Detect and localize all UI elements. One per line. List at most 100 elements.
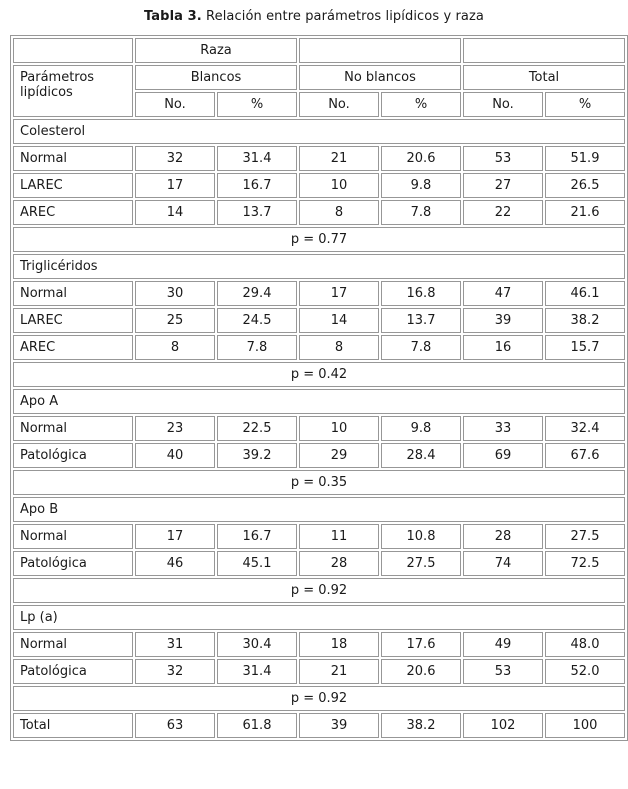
value-cell: 28.4 <box>381 443 461 468</box>
p-value-cell: p = 0.42 <box>13 362 625 387</box>
data-row: LAREC 25 24.5 14 13.7 39 38.2 <box>13 308 625 333</box>
value-cell: 13.7 <box>217 200 297 225</box>
value-cell: 26.5 <box>545 173 625 198</box>
total-value-cell: 39 <box>299 713 379 738</box>
value-cell: 46.1 <box>545 281 625 306</box>
table-title-number: Tabla 3. <box>144 9 202 24</box>
empty-header-cell <box>13 38 133 63</box>
value-cell: 16.7 <box>217 524 297 549</box>
page: Tabla 3. Relación entre parámetros lipíd… <box>10 9 628 741</box>
value-cell: 31 <box>135 632 215 657</box>
value-cell: 7.8 <box>381 200 461 225</box>
value-cell: 32 <box>135 659 215 684</box>
value-cell: 53 <box>463 659 543 684</box>
row-label-cell: AREC <box>13 335 133 360</box>
value-cell: 7.8 <box>217 335 297 360</box>
data-row: LAREC 17 16.7 10 9.8 27 26.5 <box>13 173 625 198</box>
p-value-cell: p = 0.35 <box>13 470 625 495</box>
table-title-text: Relación entre parámetros lipídicos y ra… <box>201 9 484 24</box>
value-cell: 74 <box>463 551 543 576</box>
value-cell: 14 <box>299 308 379 333</box>
value-cell: 20.6 <box>381 659 461 684</box>
total-label-cell: Total <box>13 713 133 738</box>
value-cell: 17 <box>299 281 379 306</box>
section-name-cell: Colesterol <box>13 119 625 144</box>
group-header-blancos: Blancos <box>135 65 297 90</box>
row-label-cell: Normal <box>13 524 133 549</box>
value-cell: 27 <box>463 173 543 198</box>
data-row: AREC 8 7.8 8 7.8 16 15.7 <box>13 335 625 360</box>
p-value-cell: p = 0.92 <box>13 686 625 711</box>
empty-header-cell <box>299 38 461 63</box>
section-name-cell: Apo A <box>13 389 625 414</box>
row-label-cell: AREC <box>13 200 133 225</box>
header-row-groups: Parámetros lipídicos Blancos No blancos … <box>13 65 625 117</box>
value-cell: 17 <box>135 173 215 198</box>
data-row: Normal 23 22.5 10 9.8 33 32.4 <box>13 416 625 441</box>
value-cell: 69 <box>463 443 543 468</box>
value-cell: 39.2 <box>217 443 297 468</box>
value-cell: 47 <box>463 281 543 306</box>
p-value-row: p = 0.92 <box>13 578 625 603</box>
data-row: Normal 31 30.4 18 17.6 49 48.0 <box>13 632 625 657</box>
value-cell: 52.0 <box>545 659 625 684</box>
value-cell: 14 <box>135 200 215 225</box>
value-cell: 39 <box>463 308 543 333</box>
value-cell: 30.4 <box>217 632 297 657</box>
subheader-cell: % <box>217 92 297 117</box>
row-label-cell: LAREC <box>13 308 133 333</box>
value-cell: 45.1 <box>217 551 297 576</box>
row-label-cell: Patológica <box>13 443 133 468</box>
value-cell: 27.5 <box>545 524 625 549</box>
value-cell: 49 <box>463 632 543 657</box>
value-cell: 28 <box>299 551 379 576</box>
subheader-cell: % <box>381 92 461 117</box>
empty-header-cell <box>463 38 625 63</box>
value-cell: 8 <box>299 200 379 225</box>
row-label-cell: Patológica <box>13 659 133 684</box>
value-cell: 23 <box>135 416 215 441</box>
total-row: Total 63 61.8 39 38.2 102 100 <box>13 713 625 738</box>
header-row-raza: Raza <box>13 38 625 63</box>
subheader-cell: No. <box>135 92 215 117</box>
value-cell: 21 <box>299 146 379 171</box>
data-row: Normal 32 31.4 21 20.6 53 51.9 <box>13 146 625 171</box>
value-cell: 20.6 <box>381 146 461 171</box>
value-cell: 17 <box>135 524 215 549</box>
total-value-cell: 63 <box>135 713 215 738</box>
value-cell: 10.8 <box>381 524 461 549</box>
data-row: Patológica 40 39.2 29 28.4 69 67.6 <box>13 443 625 468</box>
value-cell: 31.4 <box>217 146 297 171</box>
value-cell: 16.7 <box>217 173 297 198</box>
value-cell: 17.6 <box>381 632 461 657</box>
subheader-cell: No. <box>299 92 379 117</box>
value-cell: 25 <box>135 308 215 333</box>
p-value-cell: p = 0.77 <box>13 227 625 252</box>
section-header-row: Apo A <box>13 389 625 414</box>
value-cell: 11 <box>299 524 379 549</box>
value-cell: 10 <box>299 416 379 441</box>
value-cell: 31.4 <box>217 659 297 684</box>
total-value-cell: 102 <box>463 713 543 738</box>
value-cell: 72.5 <box>545 551 625 576</box>
value-cell: 32.4 <box>545 416 625 441</box>
row-label-cell: Normal <box>13 632 133 657</box>
value-cell: 29 <box>299 443 379 468</box>
value-cell: 48.0 <box>545 632 625 657</box>
value-cell: 51.9 <box>545 146 625 171</box>
row-label-cell: Normal <box>13 416 133 441</box>
value-cell: 24.5 <box>217 308 297 333</box>
total-value-cell: 100 <box>545 713 625 738</box>
value-cell: 33 <box>463 416 543 441</box>
group-header-no-blancos: No blancos <box>299 65 461 90</box>
data-row: AREC 14 13.7 8 7.8 22 21.6 <box>13 200 625 225</box>
group-header-total: Total <box>463 65 625 90</box>
row-label-cell: LAREC <box>13 173 133 198</box>
value-cell: 30 <box>135 281 215 306</box>
value-cell: 28 <box>463 524 543 549</box>
section-header-row: Lp (a) <box>13 605 625 630</box>
value-cell: 32 <box>135 146 215 171</box>
value-cell: 46 <box>135 551 215 576</box>
value-cell: 67.6 <box>545 443 625 468</box>
value-cell: 38.2 <box>545 308 625 333</box>
